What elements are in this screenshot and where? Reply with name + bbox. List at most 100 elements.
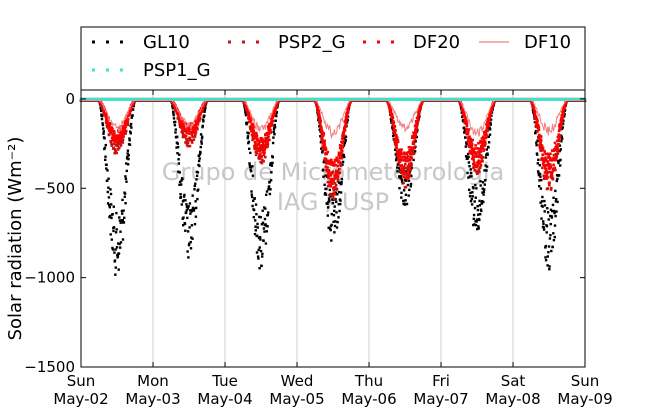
- data-point: [343, 155, 346, 159]
- data-point: [469, 168, 472, 171]
- data-point: [121, 138, 125, 142]
- data-point: [253, 143, 257, 147]
- data-point: [116, 141, 119, 145]
- data-point: [472, 217, 475, 221]
- data-point: [177, 170, 180, 173]
- data-point: [475, 170, 478, 174]
- data-point: [539, 201, 542, 204]
- data-point: [184, 135, 188, 138]
- data-point: [389, 108, 393, 112]
- data-point: [271, 141, 275, 145]
- data-point: [275, 114, 278, 118]
- data-point: [106, 120, 110, 123]
- data-point: [201, 124, 204, 128]
- data-point: [338, 157, 341, 160]
- data-point: [475, 155, 478, 158]
- data-point: [323, 144, 326, 147]
- data-point: [467, 155, 470, 159]
- data-point: [466, 155, 469, 158]
- data-point: [176, 135, 179, 138]
- data-point: [262, 153, 266, 156]
- data-point: [131, 108, 135, 111]
- data-point: [336, 178, 340, 182]
- data-point: [484, 129, 488, 133]
- data-point: [256, 143, 259, 146]
- data-point: [391, 116, 395, 120]
- data-point: [412, 158, 415, 162]
- data-point: [542, 174, 546, 177]
- data-point: [407, 179, 411, 182]
- data-point: [112, 205, 115, 208]
- data-point: [182, 216, 185, 219]
- data-point: [411, 148, 414, 152]
- data-point: [541, 146, 545, 150]
- data-point: [478, 199, 481, 203]
- data-point: [339, 202, 342, 206]
- data-point: [406, 159, 410, 163]
- data-point: [561, 137, 564, 140]
- data-point: [185, 138, 188, 141]
- data-point: [258, 156, 262, 160]
- data-point: [335, 172, 339, 175]
- data-point: [100, 109, 103, 112]
- data-point: [186, 139, 189, 143]
- data-point: [477, 213, 480, 216]
- data-point: [469, 151, 473, 155]
- data-point: [409, 163, 412, 166]
- data-point: [339, 199, 342, 202]
- data-point: [119, 144, 123, 147]
- data-point: [180, 124, 183, 127]
- data-point: [476, 208, 480, 212]
- data-point: [125, 169, 128, 173]
- data-point: [407, 172, 410, 175]
- data-point: [182, 125, 186, 128]
- data-point: [330, 158, 333, 162]
- data-point: [547, 218, 550, 221]
- data-point: [410, 166, 413, 169]
- data-point: [330, 223, 333, 227]
- data-point: [414, 134, 417, 138]
- data-point: [196, 122, 199, 126]
- data-point: [560, 140, 563, 143]
- data-point: [124, 132, 127, 135]
- data-point: [181, 119, 184, 123]
- data-point: [246, 136, 249, 140]
- data-point: [178, 153, 181, 156]
- data-point: [114, 144, 118, 147]
- data-point: [194, 133, 197, 136]
- data-point: [486, 129, 489, 133]
- data-point: [487, 121, 490, 125]
- data-point: [405, 175, 409, 179]
- data-point: [326, 166, 329, 169]
- data-point: [472, 159, 476, 162]
- data-point: [403, 171, 406, 175]
- data-point: [341, 141, 344, 144]
- data-point: [329, 178, 333, 181]
- data-point: [179, 193, 182, 196]
- data-point: [553, 235, 556, 239]
- data-point: [547, 251, 550, 254]
- data-point: [409, 168, 413, 172]
- data-point: [184, 141, 187, 144]
- data-point: [111, 246, 114, 250]
- data-point: [488, 113, 492, 117]
- data-point: [347, 104, 351, 107]
- data-point: [464, 119, 468, 122]
- data-point: [545, 231, 548, 234]
- data-point: [264, 142, 268, 145]
- data-point: [174, 120, 177, 124]
- data-point: [470, 143, 474, 146]
- data-point: [320, 147, 323, 150]
- data-point: [190, 133, 194, 136]
- data-point: [252, 129, 256, 133]
- data-point: [179, 119, 182, 122]
- data-point: [465, 141, 468, 144]
- data-point: [259, 145, 262, 149]
- data-point: [268, 138, 271, 142]
- data-point: [333, 231, 336, 234]
- data-point: [271, 156, 274, 159]
- data-point: [480, 154, 483, 157]
- data-point: [397, 155, 400, 158]
- data-point: [387, 103, 391, 106]
- data-point: [198, 157, 201, 160]
